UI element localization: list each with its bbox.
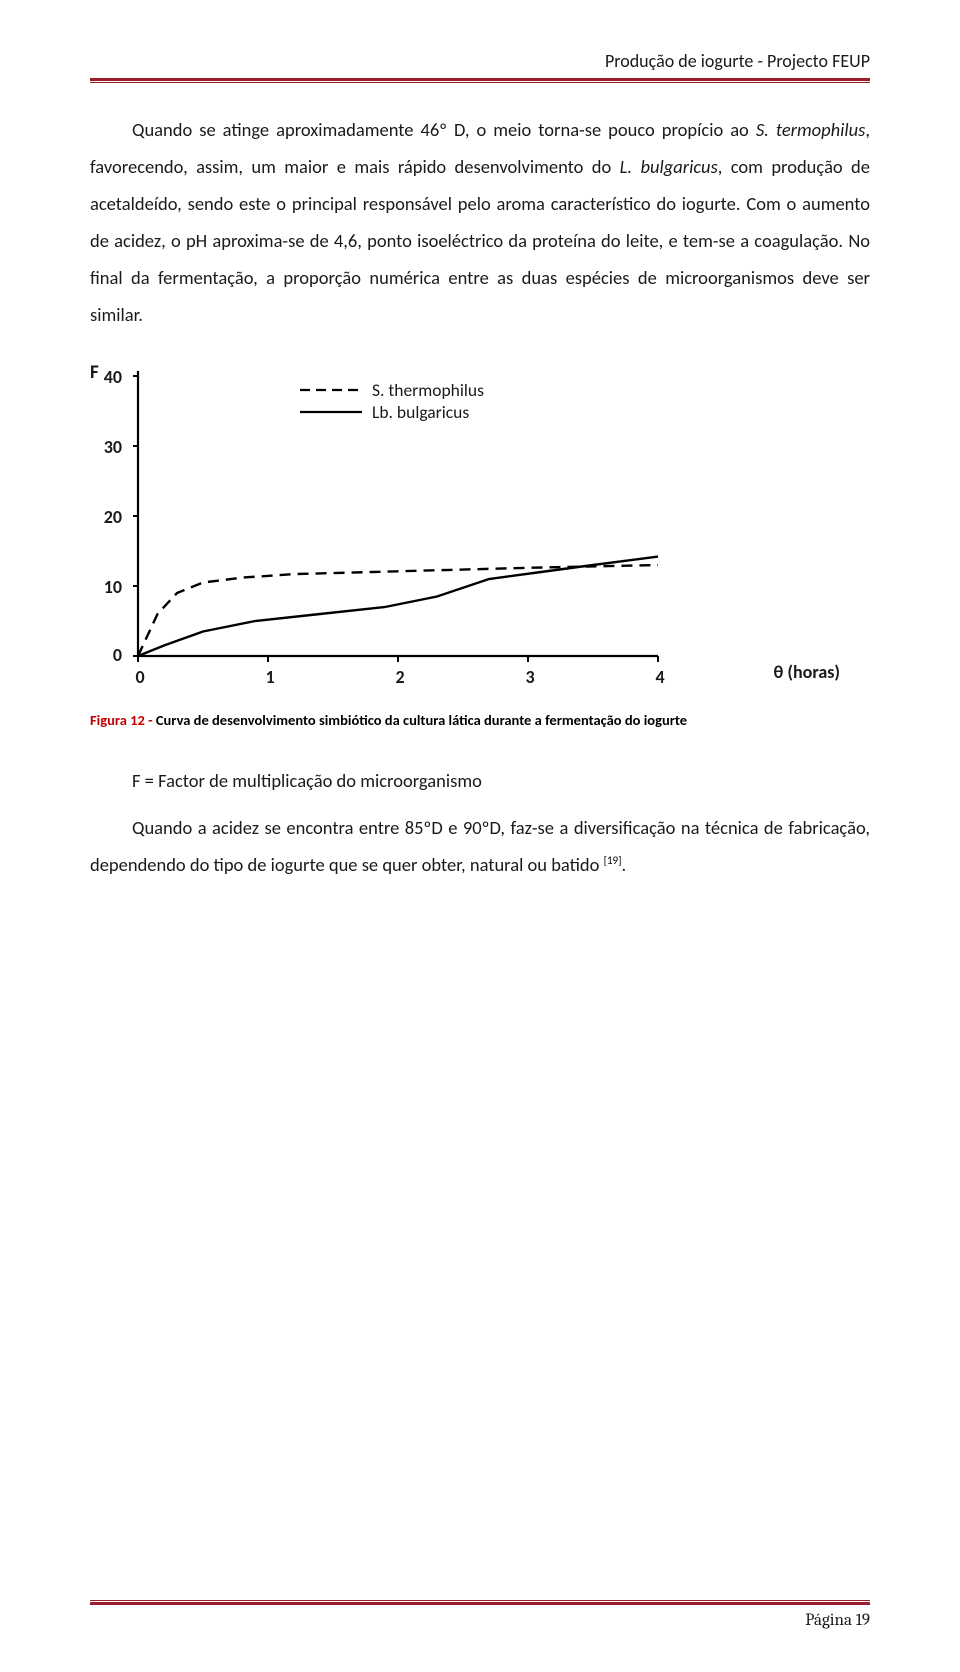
x-axis-label: θ (horas): [774, 661, 841, 683]
ytick-30: 30: [92, 436, 122, 458]
p1-species-1: S. termophilus: [756, 118, 866, 141]
p3-end: .: [621, 853, 626, 876]
chart-legend: S. thermophilus Lb. bulgaricus: [300, 379, 484, 423]
ytick-40: 40: [92, 366, 122, 388]
series-thermophilus: [138, 565, 658, 656]
paragraph-3-body: Quando a acidez se encontra entre 85ºD e…: [90, 809, 870, 883]
p3-body-text: Quando a acidez se encontra entre 85ºD e…: [90, 816, 870, 876]
page-footer: Página 19: [90, 1590, 870, 1630]
xtick-2: 2: [390, 666, 410, 688]
legend-line-dashed-icon: [300, 380, 362, 400]
legend-line-solid-icon: [300, 402, 362, 422]
paragraph-1: Quando se atinge aproximadamente 46º D, …: [90, 111, 870, 333]
xtick-1: 1: [260, 666, 280, 688]
xtick-0: 0: [130, 666, 150, 688]
legend-row-thermophilus: S. thermophilus: [300, 379, 484, 401]
ytick-10: 10: [92, 576, 122, 598]
header-rule: [90, 78, 870, 83]
legend-label-1: S. thermophilus: [372, 379, 484, 401]
ytick-0: 0: [92, 644, 122, 666]
xtick-4: 4: [650, 666, 670, 688]
caption-prefix: Figura 12 -: [90, 711, 153, 729]
figure-caption: Figura 12 - Curva de desenvolvimento sim…: [90, 709, 870, 732]
caption-text: Curva de desenvolvimento simbiótico da c…: [153, 711, 687, 729]
ytick-20: 20: [92, 506, 122, 528]
paragraph-3-label: F = Factor de multiplicação do microorga…: [90, 762, 870, 799]
page-number: Página 19: [90, 1611, 870, 1630]
legend-row-bulgaricus: Lb. bulgaricus: [300, 401, 484, 423]
xtick-3: 3: [520, 666, 540, 688]
p1-text-1: Quando se atinge aproximadamente 46º D, …: [132, 118, 756, 141]
legend-label-2: Lb. bulgaricus: [372, 401, 469, 423]
running-header: Produção de iogurte - Projecto FEUP: [90, 50, 870, 78]
p3-reference: [19]: [604, 854, 622, 867]
footer-rule: [90, 1600, 870, 1605]
p1-species-2: L. bulgaricus: [620, 155, 718, 178]
growth-chart: F 40 30 20 10 0 0 1 2 3 4 θ (horas) S. t…: [90, 361, 730, 691]
